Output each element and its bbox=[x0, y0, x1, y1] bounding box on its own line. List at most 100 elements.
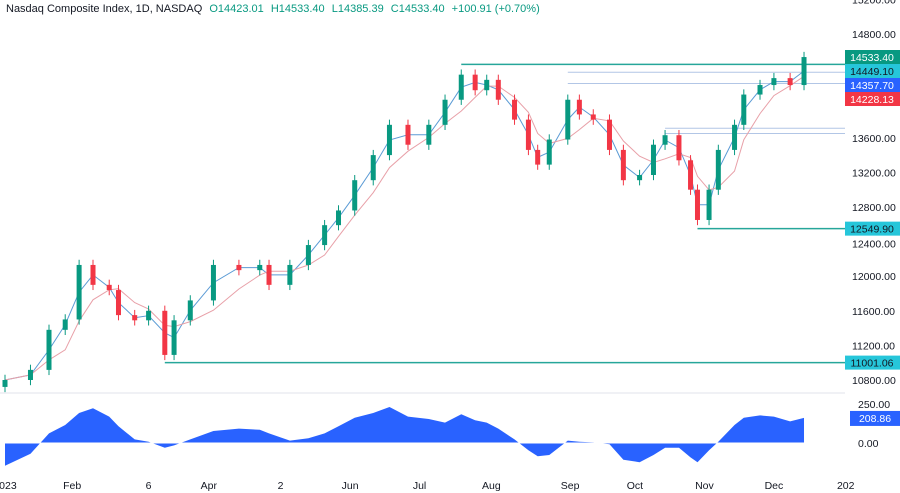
y-tick-label: 12800.00 bbox=[852, 202, 896, 214]
y-tick-label: 10800.00 bbox=[852, 375, 896, 387]
x-tick-label: Nov bbox=[695, 480, 714, 492]
candle-body bbox=[27, 369, 33, 380]
candle-body bbox=[90, 264, 96, 285]
candle-body bbox=[706, 189, 712, 220]
candle-body bbox=[662, 135, 668, 145]
candle-body bbox=[187, 300, 193, 321]
oscillator-value-badge bbox=[850, 410, 900, 426]
x-tick-label: Jul bbox=[413, 480, 426, 492]
price-badge bbox=[845, 92, 900, 106]
y-tick-label: 12400.00 bbox=[852, 239, 896, 251]
y-tick-label: 13200.00 bbox=[852, 167, 896, 179]
candle-body bbox=[236, 264, 242, 271]
y-tick-label: 13600.00 bbox=[852, 133, 896, 145]
x-tick-label: 2023 bbox=[0, 480, 17, 492]
x-tick-label: Aug bbox=[482, 480, 501, 492]
candle-body bbox=[606, 119, 612, 150]
price-badge-label: 14357.70 bbox=[850, 80, 894, 92]
candle-body bbox=[771, 78, 777, 86]
candle-body bbox=[146, 310, 152, 321]
candle-body bbox=[257, 264, 263, 271]
y-tick-label: 11200.00 bbox=[852, 340, 895, 352]
candle-body bbox=[322, 225, 328, 246]
level-label: 12549.90 bbox=[850, 224, 894, 236]
candle-body bbox=[637, 174, 643, 181]
low-value: L14385.39 bbox=[331, 3, 384, 15]
candle-body bbox=[472, 74, 478, 91]
candle-body bbox=[546, 139, 552, 165]
level-badge bbox=[845, 355, 900, 370]
price-badge-label: 14533.40 bbox=[850, 52, 894, 64]
candle-body bbox=[495, 79, 501, 100]
candle-body bbox=[46, 329, 52, 370]
oscillator-top-tick: 250.00 bbox=[858, 399, 890, 411]
candle-body bbox=[565, 99, 571, 140]
candle-body bbox=[352, 180, 358, 211]
x-tick-label: Jun bbox=[342, 480, 359, 492]
candle-body bbox=[115, 290, 121, 316]
candle-body bbox=[525, 119, 531, 150]
candle-body bbox=[210, 264, 216, 301]
candle-body bbox=[458, 74, 464, 100]
candle-body bbox=[694, 189, 700, 220]
candle-body bbox=[171, 320, 177, 355]
candle-body bbox=[370, 155, 376, 181]
candle-body bbox=[2, 380, 8, 387]
x-tick-label: Apr bbox=[201, 480, 218, 492]
candle-body bbox=[757, 85, 763, 95]
open-value: O14423.01 bbox=[209, 3, 264, 15]
candle-body bbox=[76, 264, 82, 320]
close-value: C14533.40 bbox=[390, 3, 445, 15]
candle-body bbox=[535, 149, 541, 165]
price-badge bbox=[845, 50, 900, 64]
slow-moving-average bbox=[4, 75, 805, 381]
x-tick-label: Feb bbox=[63, 480, 81, 492]
candle-body bbox=[576, 99, 582, 115]
fast-moving-average bbox=[4, 70, 805, 381]
price-badge-label: 14228.13 bbox=[850, 94, 894, 106]
candle-body bbox=[106, 284, 112, 291]
candle-body bbox=[386, 124, 392, 156]
candle-body bbox=[650, 144, 656, 175]
x-tick-label: Oct bbox=[627, 480, 643, 492]
symbol-name: Nasdaq Composite Index, 1D, NASDAQ bbox=[6, 3, 203, 15]
candle-body bbox=[676, 135, 682, 161]
candle-body bbox=[405, 124, 411, 145]
level-label: 11001.06 bbox=[850, 358, 893, 370]
x-tick-label: 6 bbox=[146, 480, 152, 492]
change-value: +100.91 (+0.70%) bbox=[451, 3, 540, 15]
price-badge-label: 14449.10 bbox=[850, 66, 894, 78]
x-tick-label: 202 bbox=[837, 480, 855, 492]
level-badge bbox=[845, 221, 900, 236]
x-tick-label: Sep bbox=[561, 480, 580, 492]
candle-body bbox=[801, 57, 807, 86]
candle-body bbox=[162, 310, 168, 355]
candle-body bbox=[512, 99, 518, 120]
candle-body bbox=[287, 264, 293, 285]
symbol-legend: Nasdaq Composite Index, 1D, NASDAQ O1442… bbox=[6, 3, 540, 15]
candle-body bbox=[305, 245, 311, 265]
candle-body bbox=[590, 114, 596, 120]
candle-body bbox=[787, 78, 793, 86]
y-tick-label: 11600.00 bbox=[852, 306, 895, 318]
candle-body bbox=[741, 94, 747, 125]
oscillator-zero-tick: 0.00 bbox=[858, 438, 879, 450]
candle-body bbox=[484, 79, 490, 91]
price-badge bbox=[845, 64, 900, 78]
candle-body bbox=[132, 315, 138, 321]
candle-body bbox=[266, 264, 272, 285]
oscillator-area bbox=[5, 407, 805, 466]
candle-body bbox=[442, 99, 448, 125]
candle-body bbox=[688, 160, 694, 190]
candle-body bbox=[62, 319, 68, 330]
high-value: H14533.40 bbox=[270, 3, 325, 15]
candle-body bbox=[336, 210, 342, 226]
oscillator-value-label: 208.86 bbox=[859, 413, 891, 425]
candle-body bbox=[426, 124, 432, 145]
x-tick-label: 2 bbox=[278, 480, 284, 492]
y-tick-label: 15200.00 bbox=[852, 0, 896, 6]
y-tick-label: 12000.00 bbox=[852, 271, 896, 283]
candle-body bbox=[620, 149, 626, 181]
